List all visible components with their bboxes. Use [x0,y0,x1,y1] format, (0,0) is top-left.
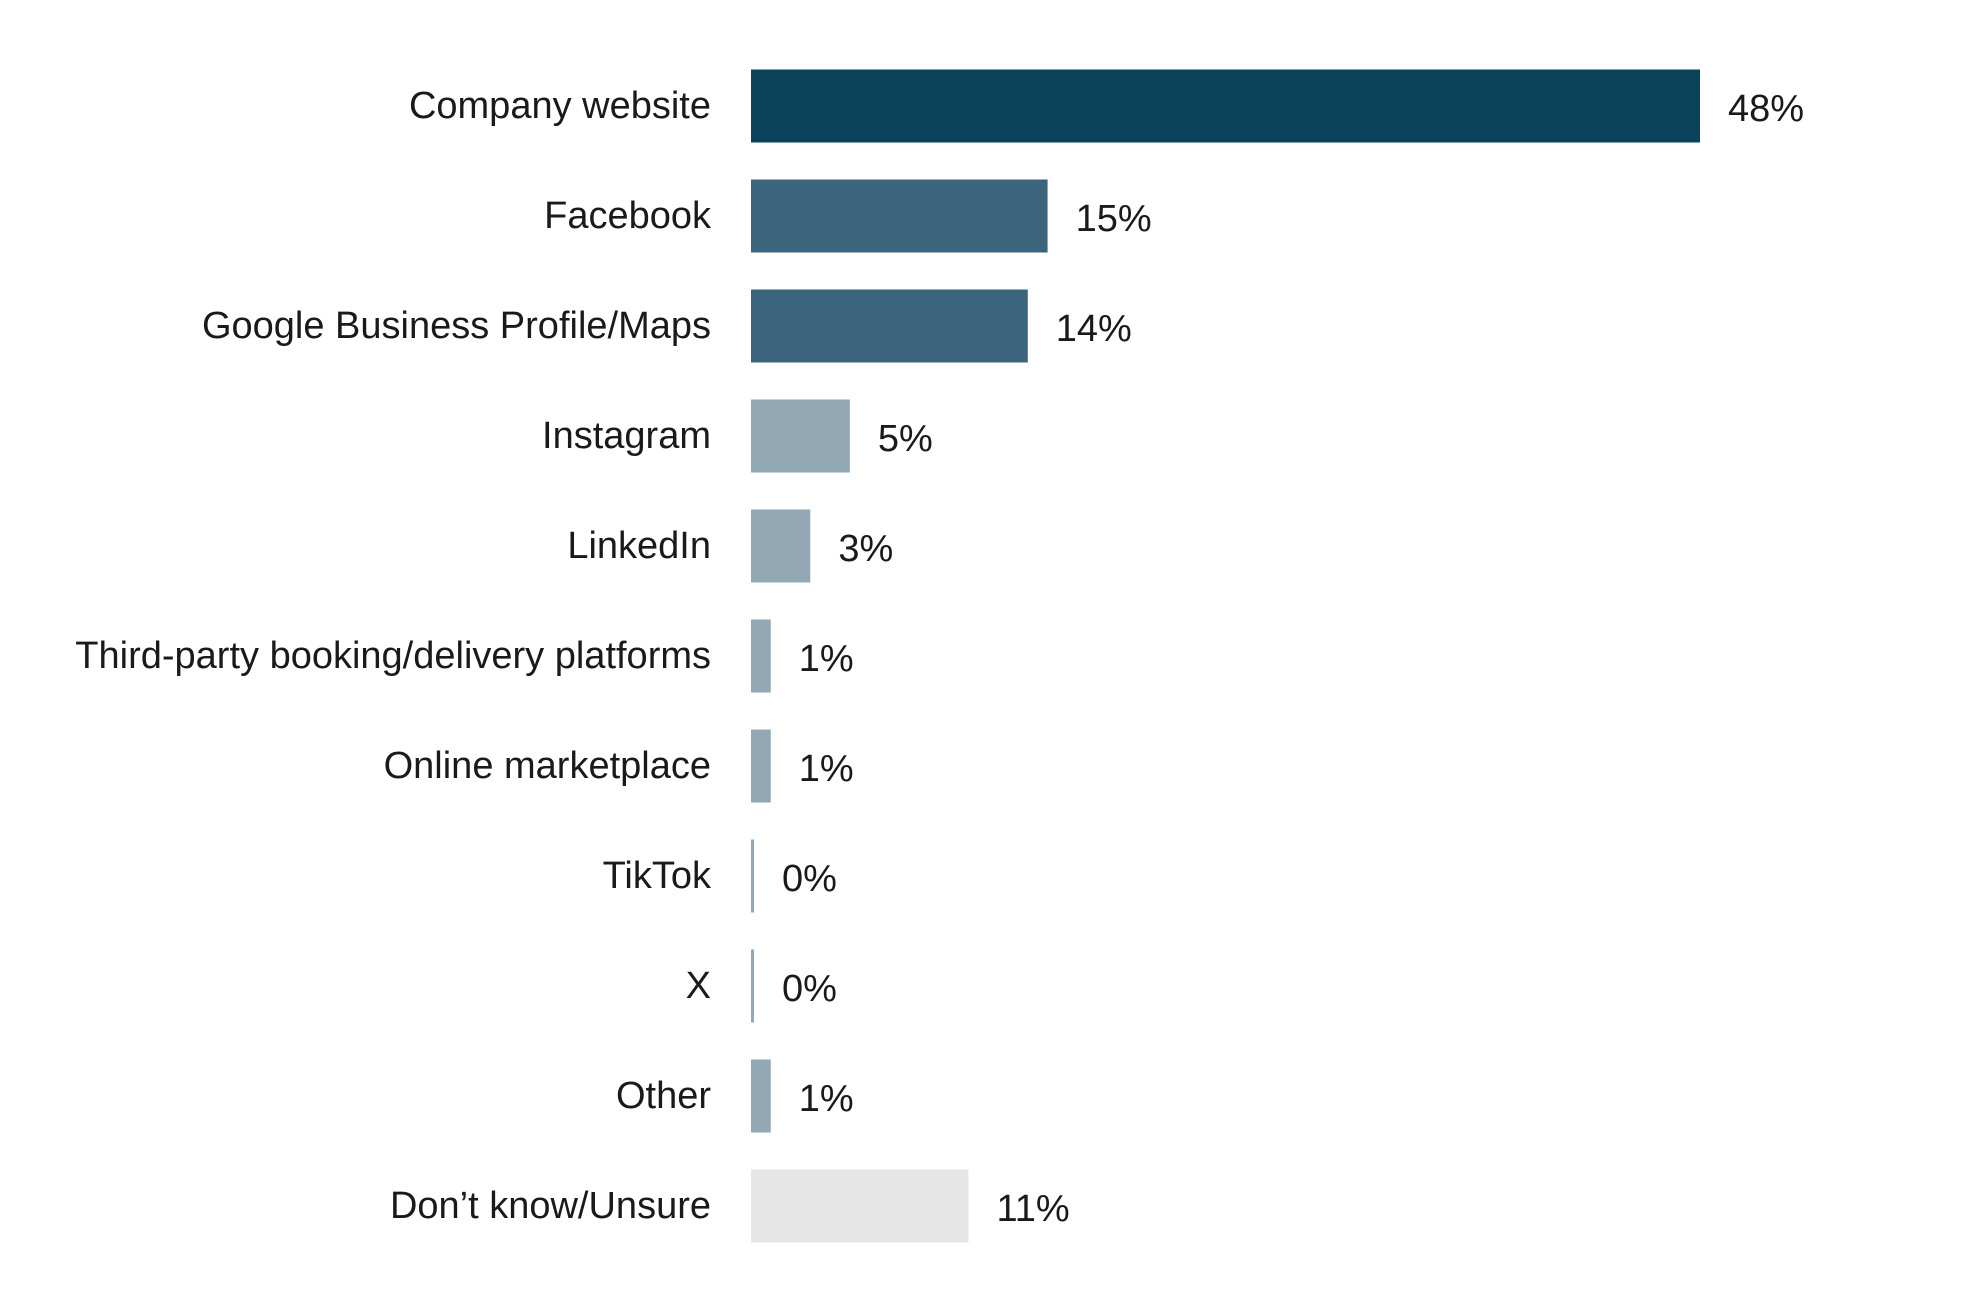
value-label: 15% [1076,198,1152,240]
bar [751,1169,969,1243]
category-label: X [686,965,711,1007]
category-label: Third-party booking/delivery platforms [75,635,711,677]
value-label: 1% [799,1078,854,1120]
category-label: TikTok [603,855,712,897]
value-label: 0% [782,968,837,1010]
value-label: 1% [799,748,854,790]
category-label: Other [616,1075,711,1117]
bar [751,1059,771,1133]
bar [751,509,811,583]
bar [751,729,771,803]
bar [751,399,850,473]
value-labels: 48% 15% 14% 5% 3% 1% 1% 0% 0% 1% 11% [782,88,1804,1230]
value-label: 14% [1056,308,1132,350]
value-label: 1% [799,638,854,680]
category-label: LinkedIn [567,525,711,567]
bars-group [751,69,1700,1243]
bar [751,949,754,1023]
category-label: Online marketplace [384,745,711,787]
category-label: Company website [409,85,711,127]
value-label: 3% [838,528,893,570]
bar [751,179,1048,253]
bar [751,289,1028,363]
category-label: Facebook [544,195,712,237]
category-label: Google Business Profile/Maps [202,305,711,347]
value-label: 0% [782,858,837,900]
category-label: Instagram [542,415,711,457]
bar [751,619,771,693]
bar [751,839,754,913]
bar [751,69,1700,143]
category-label: Don’t know/Unsure [390,1185,711,1227]
value-label: 48% [1728,88,1804,130]
category-labels: Company website Facebook Google Business P… [75,85,712,1227]
value-label: 5% [878,418,933,460]
value-label: 11% [996,1188,1069,1230]
